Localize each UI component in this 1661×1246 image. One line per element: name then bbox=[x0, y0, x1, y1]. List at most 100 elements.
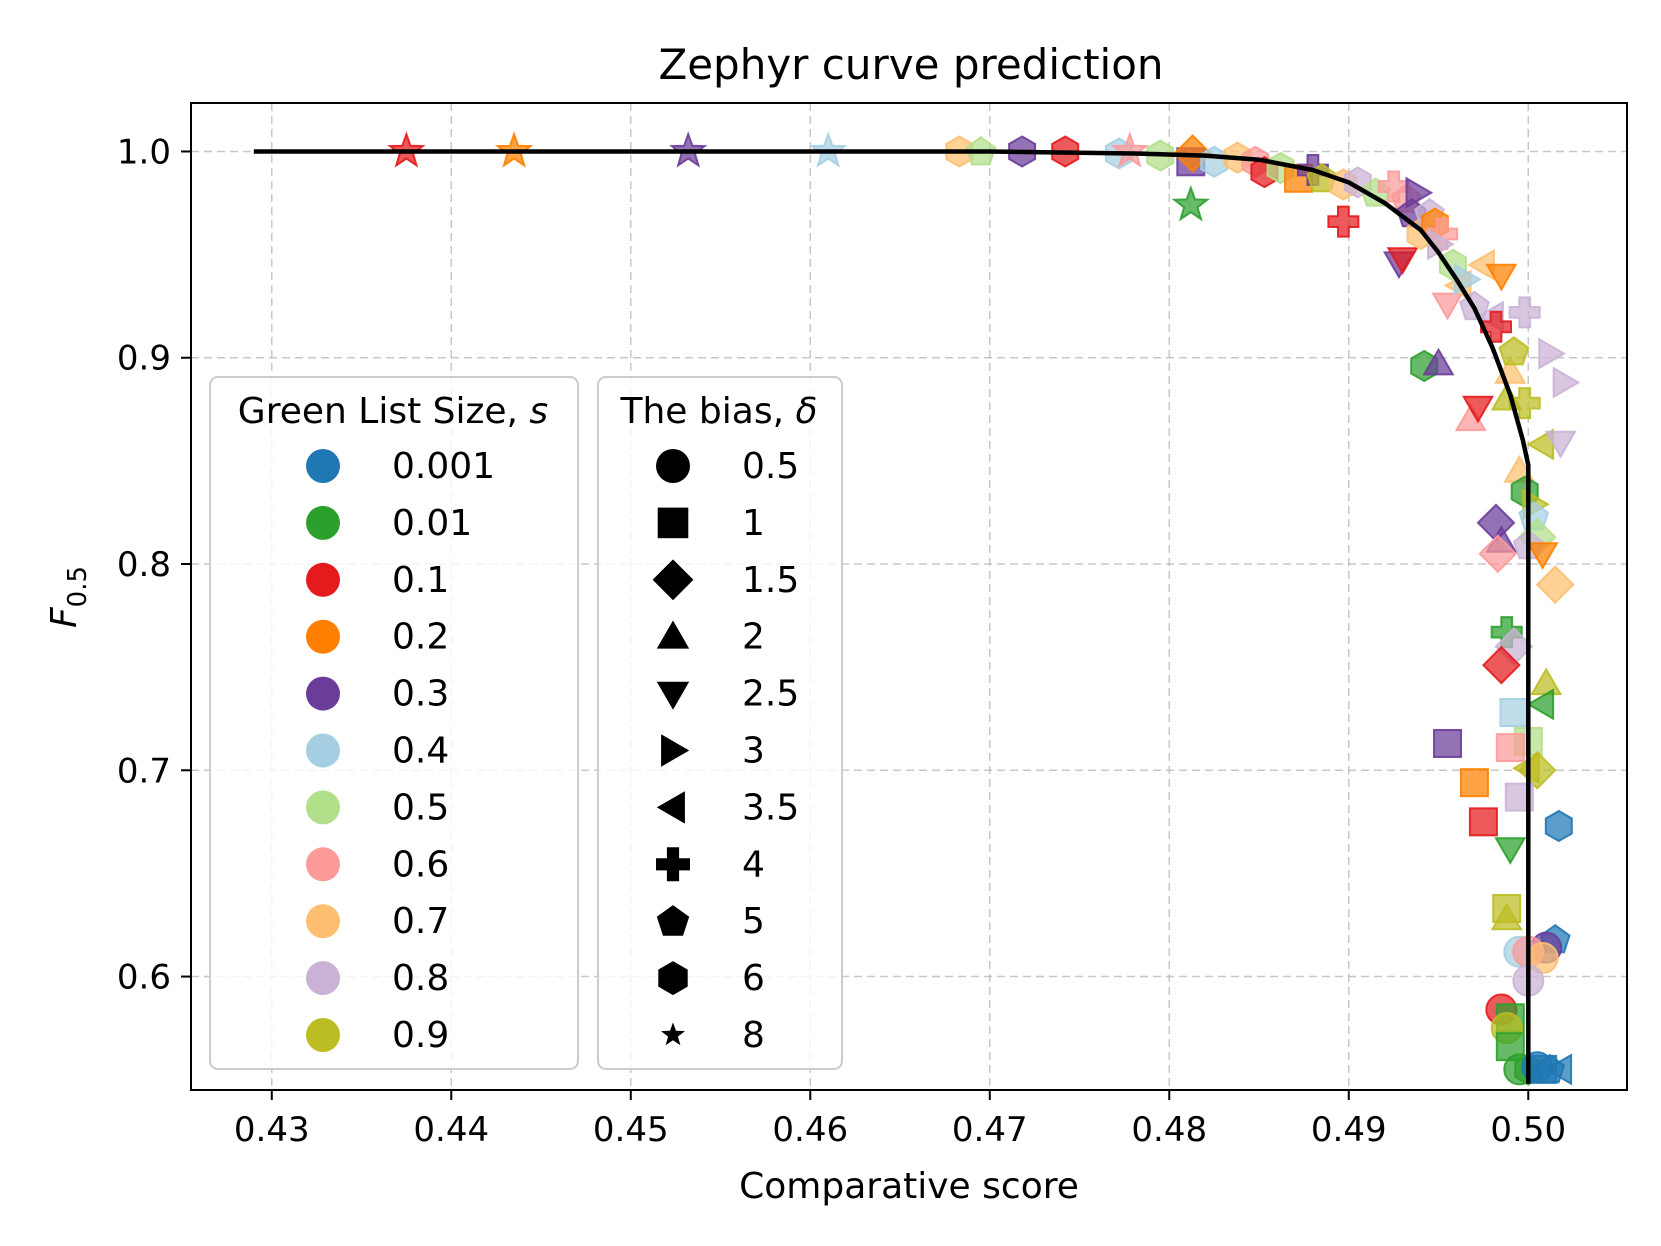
legend-green-label: 0.001 bbox=[392, 446, 495, 487]
legend-green-swatch bbox=[306, 562, 340, 597]
data-point bbox=[1552, 366, 1581, 399]
legend-bias-marker bbox=[656, 681, 690, 710]
legend-green-list-size: Green List Size, s 0.001 0.01 0.1 0.2 0.3 0.4… bbox=[209, 376, 579, 1070]
data-point bbox=[1422, 347, 1455, 376]
x-tick-label: 0.47 bbox=[952, 1110, 1028, 1150]
legend-green-label: 0.9 bbox=[392, 1015, 449, 1056]
legend-green-label: 0.3 bbox=[392, 674, 449, 715]
legend-bias-label: 3 bbox=[742, 731, 765, 772]
y-axis-label: F0.5 bbox=[44, 566, 93, 628]
data-point bbox=[1485, 263, 1518, 292]
legend-green-title: Green List Size, s bbox=[238, 391, 548, 432]
legend-green-swatch bbox=[306, 619, 340, 654]
data-point bbox=[1494, 837, 1527, 865]
data-point bbox=[1461, 395, 1495, 424]
legend-bias-marker bbox=[657, 507, 689, 539]
legend-green-entries: 0.001 0.01 0.1 0.2 0.3 0.4 0.5 0.6 0.7 0.8 0.9 bbox=[306, 446, 495, 1056]
legend-green-label: 0.7 bbox=[392, 901, 449, 942]
data-point bbox=[1171, 184, 1211, 222]
legend-bias-marker bbox=[652, 559, 694, 601]
data-point bbox=[1544, 809, 1573, 843]
chart-title: Zephyr curve prediction bbox=[658, 40, 1163, 89]
legend-green-swatch bbox=[306, 1018, 340, 1052]
y-axis-ticks: 0.6 0.7 0.8 0.9 1.0 bbox=[117, 132, 191, 998]
legend-green-swatch bbox=[306, 505, 340, 540]
legend-bias-label: 1 bbox=[742, 503, 765, 544]
x-tick-label: 0.46 bbox=[772, 1110, 848, 1150]
y-tick-label: 1.0 bbox=[117, 132, 171, 172]
data-point bbox=[1478, 534, 1518, 574]
data-point bbox=[1459, 768, 1489, 798]
legend-bias-marker bbox=[656, 905, 690, 936]
x-tick-label: 0.43 bbox=[234, 1110, 310, 1150]
legend-green-swatch bbox=[306, 733, 340, 768]
legend-green-label: 0.8 bbox=[392, 958, 449, 999]
x-tick-label: 0.45 bbox=[593, 1110, 669, 1150]
data-point bbox=[1538, 337, 1567, 370]
data-point bbox=[1498, 336, 1530, 366]
data-point bbox=[1535, 565, 1575, 605]
x-axis-ticks: 0.43 0.44 0.45 0.46 0.47 0.48 0.49 0.50 bbox=[234, 1090, 1566, 1150]
legend-bias-label: 2.5 bbox=[742, 674, 799, 715]
legend-bias-label: 8 bbox=[742, 1015, 765, 1056]
legend-green-label: 0.1 bbox=[392, 560, 449, 601]
legend-green-swatch bbox=[306, 676, 340, 711]
data-point bbox=[1327, 205, 1360, 238]
data-point bbox=[1431, 292, 1464, 321]
legend-bias-marker bbox=[658, 961, 688, 996]
y-tick-label: 0.7 bbox=[117, 751, 171, 791]
data-point bbox=[1526, 688, 1555, 721]
legend-green-swatch bbox=[306, 904, 340, 939]
legend-green-label: 0.5 bbox=[392, 787, 449, 828]
legend-bias-marker bbox=[656, 449, 690, 483]
legend-green-label: 0.6 bbox=[392, 844, 449, 885]
legend-bias-label: 4 bbox=[742, 844, 765, 885]
legend-bias-marker bbox=[656, 791, 685, 824]
data-point bbox=[1544, 430, 1577, 459]
data-point bbox=[1499, 698, 1529, 728]
legend-green-swatch bbox=[306, 847, 340, 882]
legend-green-label: 0.2 bbox=[392, 617, 449, 658]
x-tick-label: 0.50 bbox=[1490, 1110, 1566, 1150]
legend-bias-entries: 0.5 1 1.5 2 2.5 3 3.5 4 5 6 8 bbox=[652, 446, 799, 1056]
data-point bbox=[1200, 145, 1229, 178]
data-point bbox=[1526, 542, 1559, 570]
x-tick-label: 0.49 bbox=[1311, 1110, 1387, 1150]
legend-green-swatch bbox=[306, 790, 340, 825]
y-tick-label: 0.8 bbox=[117, 545, 171, 585]
x-tick-label: 0.48 bbox=[1131, 1110, 1207, 1150]
data-point bbox=[1508, 296, 1541, 329]
legend-bias-marker bbox=[661, 1022, 685, 1046]
data-point bbox=[1468, 807, 1498, 837]
legend-bias-label: 5 bbox=[742, 901, 765, 942]
legend-green-swatch bbox=[306, 961, 340, 996]
data-point bbox=[1544, 1053, 1573, 1086]
data-point bbox=[1433, 728, 1462, 758]
legend-green-label: 0.4 bbox=[392, 731, 449, 772]
legend-bias-frame bbox=[597, 376, 843, 1070]
legend-bias-label: 6 bbox=[742, 958, 765, 999]
plot-frame bbox=[190, 102, 1628, 1091]
data-point bbox=[1386, 247, 1419, 276]
legend-green-swatch bbox=[306, 449, 340, 483]
data-point bbox=[1481, 645, 1521, 685]
y-tick-label: 0.9 bbox=[117, 339, 171, 379]
legend-green-frame bbox=[209, 376, 579, 1070]
y-tick-label: 0.6 bbox=[117, 958, 171, 998]
x-tick-label: 0.44 bbox=[413, 1110, 489, 1150]
legend-bias: The bias, δ 0.5 1 1.5 2 2.5 3 3.5 4 5 6 8 bbox=[597, 376, 843, 1070]
data-point bbox=[1495, 733, 1525, 763]
data-point bbox=[1110, 131, 1150, 168]
legend-bias-label: 0.5 bbox=[742, 446, 799, 487]
legend-bias-label: 1.5 bbox=[742, 560, 799, 601]
prediction-curve bbox=[253, 149, 1531, 1084]
x-axis-label: Comparative score bbox=[739, 1166, 1079, 1207]
legend-bias-marker bbox=[661, 734, 690, 767]
legend-bias-marker bbox=[656, 620, 690, 649]
data-point bbox=[1490, 902, 1523, 931]
legend-bias-marker bbox=[656, 847, 690, 882]
legend-bias-label: 3.5 bbox=[742, 787, 799, 828]
legend-green-label: 0.01 bbox=[392, 503, 472, 544]
legend-bias-title: The bias, δ bbox=[620, 391, 818, 432]
